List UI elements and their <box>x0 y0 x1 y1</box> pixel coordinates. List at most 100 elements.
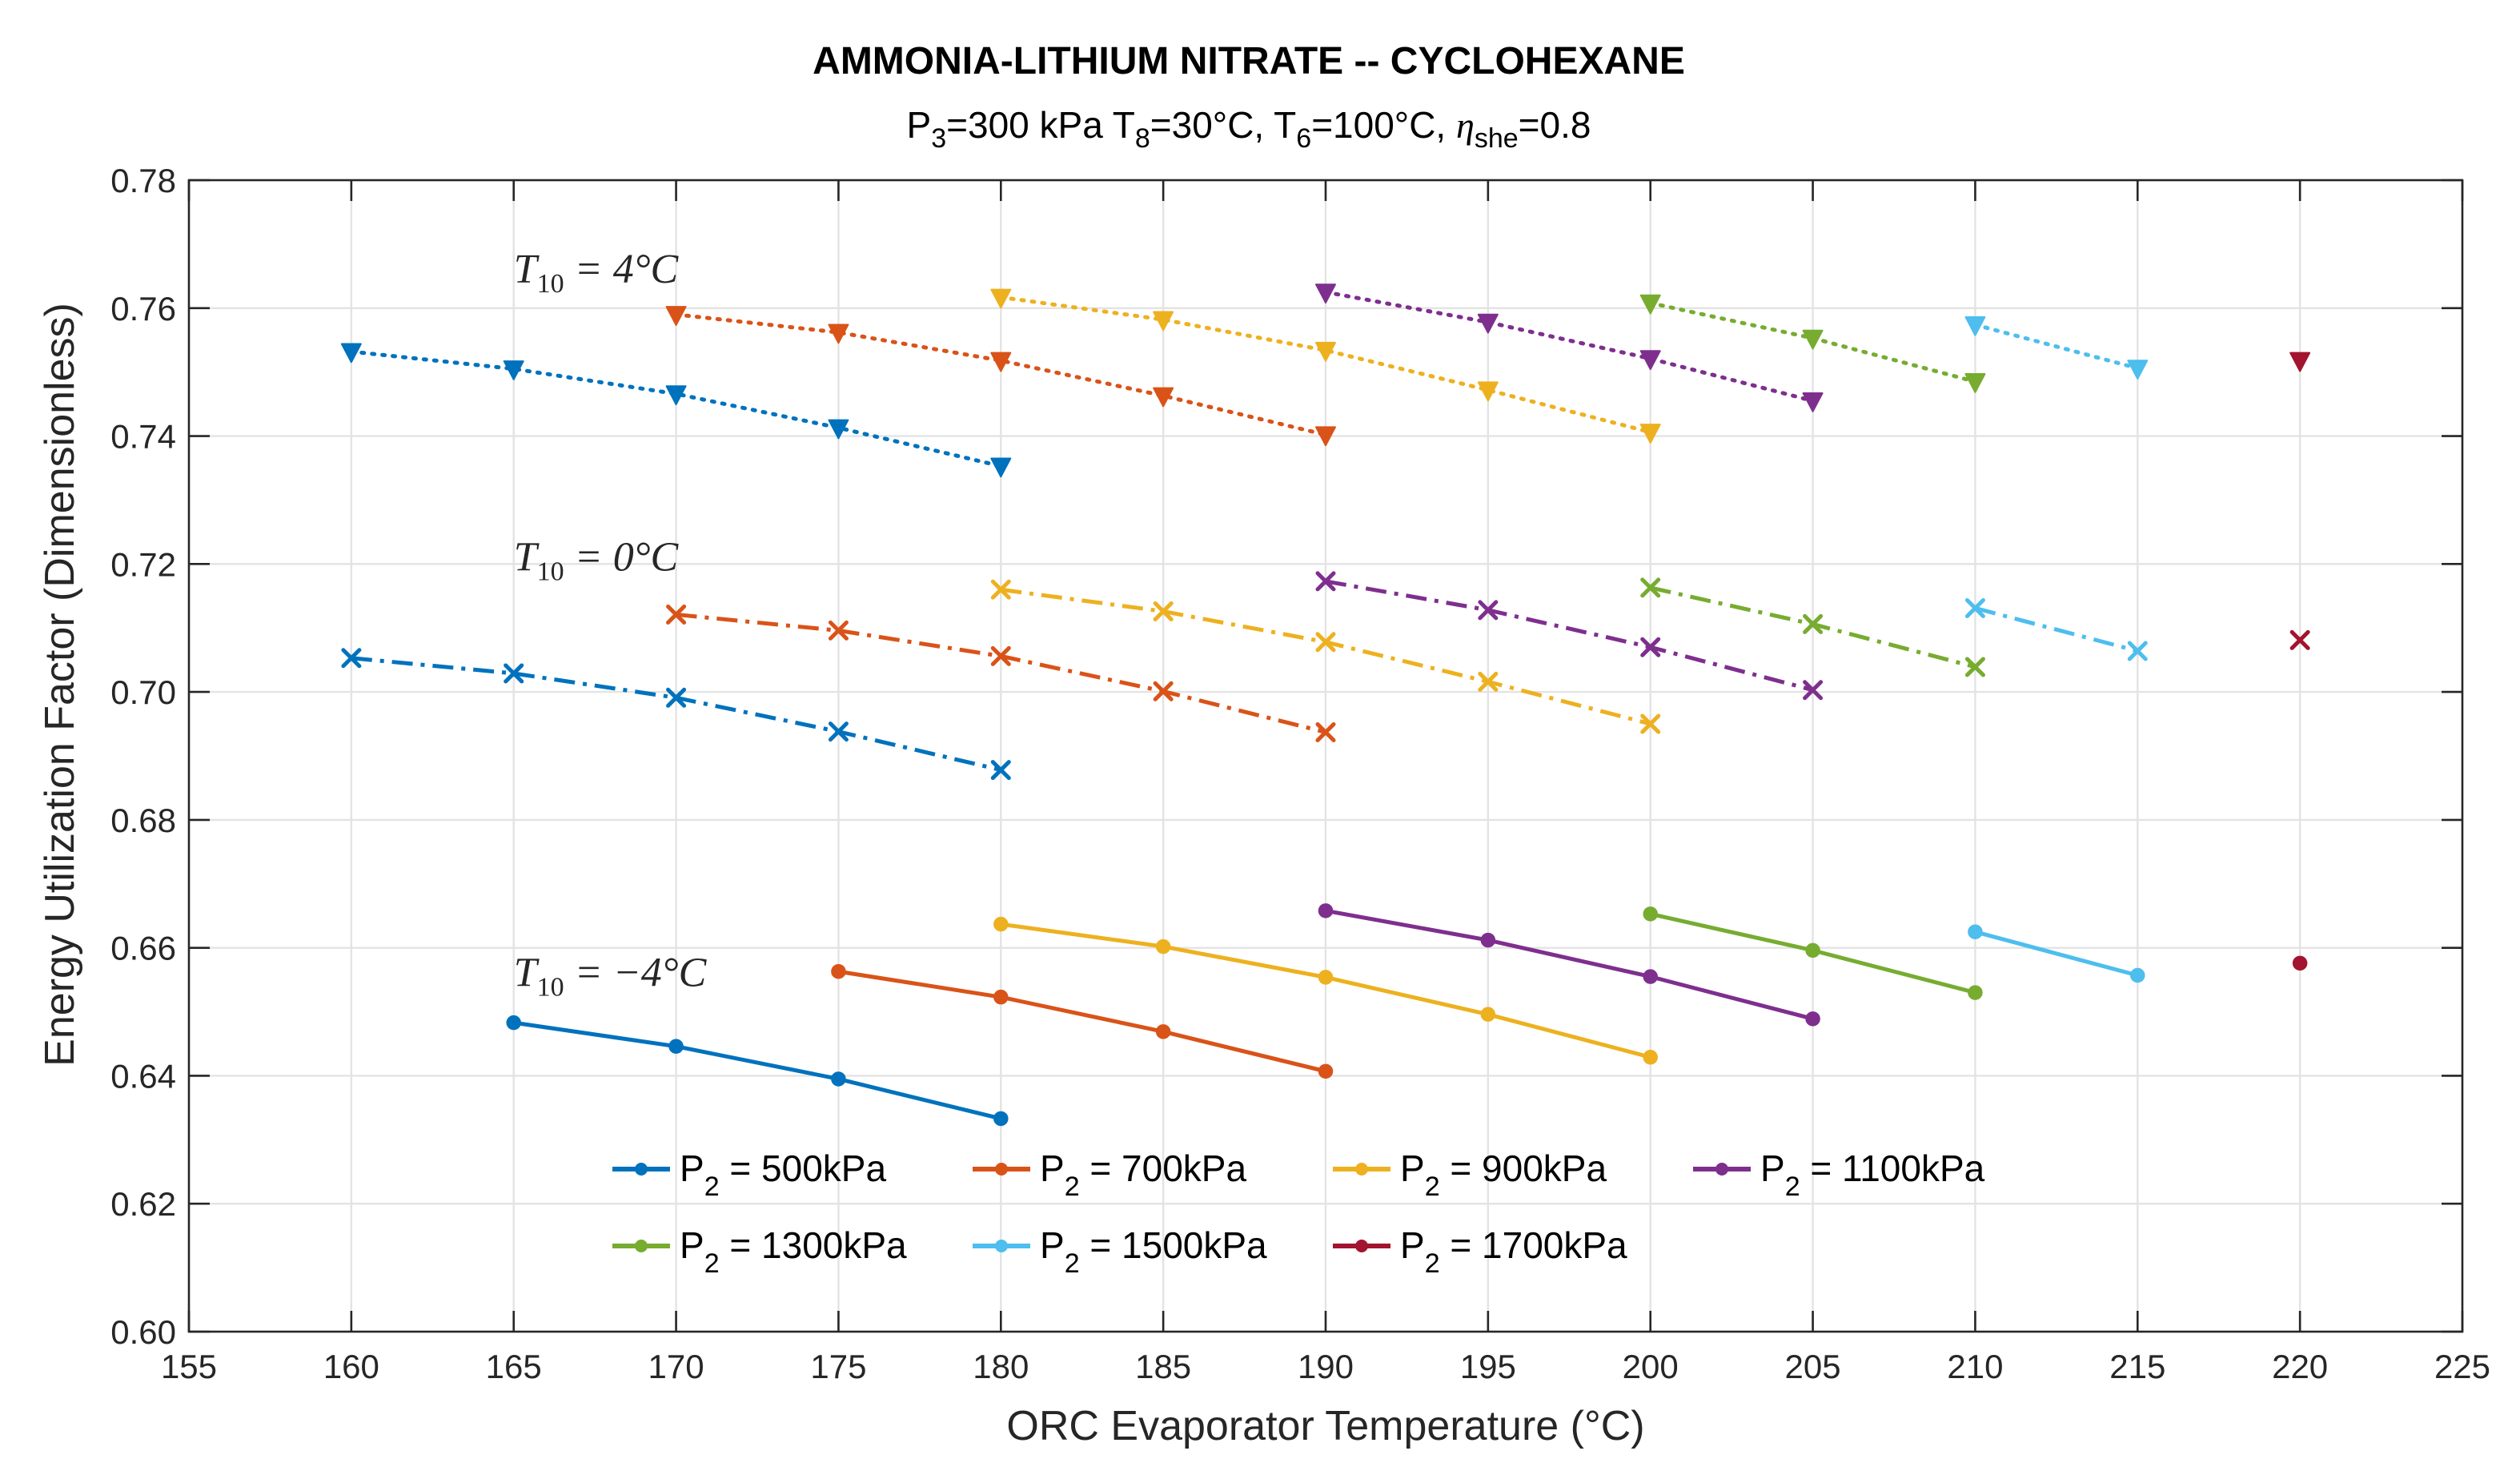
x-tick-label: 165 <box>486 1348 542 1385</box>
x-marker-stroke <box>504 663 524 684</box>
x-marker <box>1964 657 1985 677</box>
x-marker-stroke <box>1478 600 1499 621</box>
x-marker-stroke <box>828 721 849 742</box>
series-line-t10_4 <box>674 312 1328 437</box>
x-marker-stroke <box>1640 577 1661 598</box>
legend-item: P2 = 1700kPa <box>1333 1224 1627 1279</box>
circle-marker <box>1805 942 1820 959</box>
legend-item: P2 = 700kPa <box>973 1147 1246 1202</box>
x-marker <box>1803 680 1824 701</box>
triangle-marker <box>1639 424 1661 444</box>
x-marker-stroke <box>990 579 1011 600</box>
legend-label-sub: 2 <box>1065 1172 1080 1202</box>
legend-item: P2 = 500kPa <box>612 1147 886 1202</box>
series-line-t10_m4 <box>1323 908 1816 1021</box>
y-tick-label: 0.66 <box>110 930 176 967</box>
triangle-marker <box>990 457 1012 478</box>
x-marker <box>990 760 1011 781</box>
legend-label-sub: 2 <box>704 1172 720 1202</box>
triangle-marker <box>1802 392 1824 412</box>
legend-item: P2 = 900kPa <box>1333 1147 1607 1202</box>
triangle-marker <box>2127 360 2149 380</box>
x-marker-stroke <box>666 687 687 708</box>
legend-swatch-marker <box>1715 1163 1728 1176</box>
legend-label: P2 = 900kPa <box>1400 1147 1607 1202</box>
x-marker-stroke <box>1478 671 1499 692</box>
subtitle-eta-sub: she <box>1475 123 1519 154</box>
legend-item: P2 = 1300kPa <box>612 1224 907 1279</box>
circle-marker <box>1318 970 1334 985</box>
y-tick-label: 0.68 <box>110 802 176 839</box>
series-line-t10_4 <box>1972 323 2140 371</box>
chart-title: AMMONIA-LITHIUM NITRATE -- CYCLOHEXANE <box>813 40 1685 82</box>
curve-group-annotation: T10 = 0°C <box>514 534 680 586</box>
series-1 <box>340 343 1012 1127</box>
legend-label-rest: = 500kPa <box>720 1147 887 1189</box>
circle-marker <box>506 1015 521 1031</box>
x-marker-stroke <box>1153 681 1174 701</box>
subtitle-eta-rest: =0.8 <box>1519 104 1591 146</box>
circle-marker <box>1968 985 1983 1000</box>
circle-marker <box>1155 938 1171 955</box>
annotations: T 10 = 4°C T10 = 0°C T10 = −4°C <box>514 247 708 1003</box>
legend-swatch-marker <box>995 1163 1008 1176</box>
x-tick-label: 190 <box>1298 1348 1354 1385</box>
triangle-marker <box>1964 315 1986 336</box>
circle-marker <box>993 916 1009 932</box>
triangle-marker <box>1315 341 1336 362</box>
annotation-rest: = 0°C <box>564 534 680 580</box>
circle-marker <box>1805 1011 1820 1027</box>
series-line-t10_m4 <box>512 1020 1003 1121</box>
legend-label-main: P <box>1040 1147 1065 1189</box>
subtitle-p3: P <box>907 104 932 146</box>
annotation-sub: 10 <box>537 973 564 1003</box>
legend-label-sub: 2 <box>704 1248 720 1279</box>
x-tick-label: 225 <box>2434 1348 2490 1385</box>
triangle-marker <box>503 360 524 380</box>
x-marker-stroke <box>1315 632 1336 653</box>
x-tick-label: 175 <box>810 1348 866 1385</box>
x-tick-label: 170 <box>648 1348 704 1385</box>
x-marker <box>1315 571 1336 592</box>
x-marker-stroke <box>1315 721 1336 742</box>
legend-label-sub: 2 <box>1425 1248 1440 1279</box>
x-marker <box>828 721 849 742</box>
annotation-rest: = −4°C <box>564 950 708 996</box>
x-marker-stroke <box>990 760 1011 781</box>
annotation-rest: = 4°C <box>564 247 680 292</box>
triangle-marker <box>990 288 1012 309</box>
series-layer <box>340 283 2311 1127</box>
circle-marker <box>2130 967 2145 983</box>
x-marker <box>2127 641 2148 661</box>
circle-marker <box>831 1071 846 1087</box>
x-marker <box>1315 721 1336 742</box>
circle-marker <box>1155 1024 1171 1039</box>
triangle-marker <box>1802 329 1824 350</box>
x-marker <box>1640 637 1661 657</box>
curve-group-annotation: T10 = −4°C <box>514 950 708 1003</box>
triangle-marker <box>1153 311 1174 332</box>
x-marker-stroke <box>1803 680 1824 701</box>
triangle-marker <box>340 343 362 364</box>
circle-marker <box>1968 924 1983 939</box>
circle-marker <box>1643 906 1658 922</box>
circle-marker <box>1480 1007 1496 1023</box>
legend-label-main: P <box>680 1147 704 1189</box>
series-line-t10_0 <box>1974 606 2138 653</box>
x-marker-stroke <box>666 604 687 625</box>
annotation-main: T <box>514 247 540 292</box>
legend-label-main: P <box>1040 1224 1065 1266</box>
circle-marker <box>1318 1063 1334 1079</box>
x-marker-stroke <box>1640 637 1661 657</box>
legend-label-main: P <box>1760 1147 1785 1189</box>
series-line-t10_4 <box>1323 290 1816 404</box>
y-tick-label: 0.76 <box>110 290 176 328</box>
x-marker-stroke <box>1315 571 1336 592</box>
x-marker <box>1153 601 1174 621</box>
circle-marker <box>2292 955 2308 971</box>
legend-label: P2 = 500kPa <box>680 1147 886 1202</box>
y-tick-label: 0.64 <box>110 1057 176 1095</box>
x-marker-stroke <box>1964 597 1985 618</box>
triangle-marker <box>1315 426 1336 447</box>
